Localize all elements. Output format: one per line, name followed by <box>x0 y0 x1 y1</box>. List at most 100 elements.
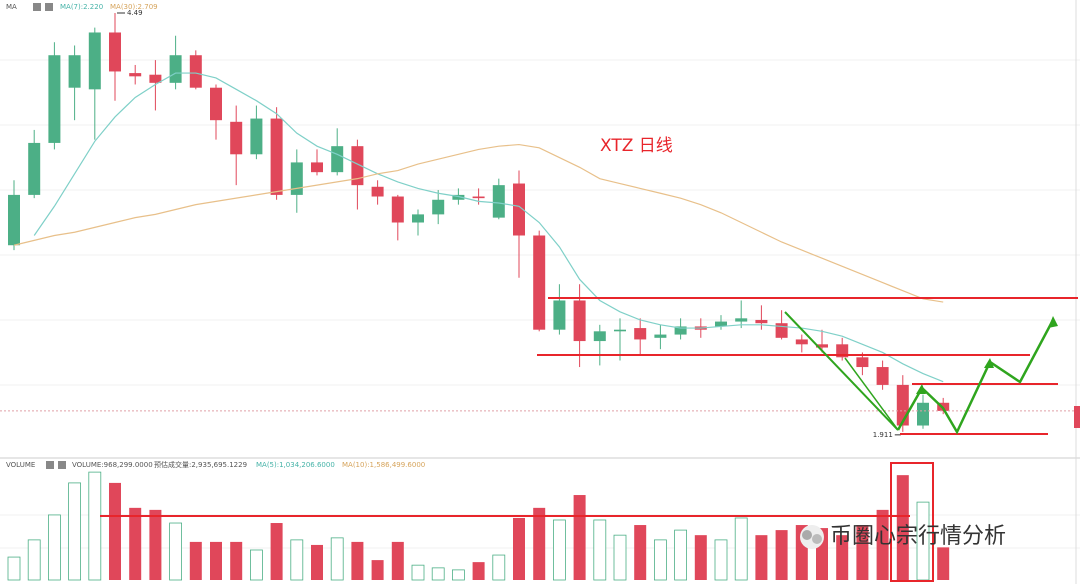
close-icon <box>58 461 66 469</box>
volume-bar <box>411 564 425 581</box>
high-label: 4.49 <box>127 9 143 17</box>
watermark: 币圈心宗行情分析 <box>830 524 1006 549</box>
volume-info: VOLUME:968,299.0000 <box>72 461 153 469</box>
volume-bar <box>613 534 627 581</box>
volume-bar <box>230 541 243 580</box>
candle-body <box>795 339 808 345</box>
candle-body <box>674 326 687 335</box>
candle-body <box>715 321 727 327</box>
indicator-label: MA <box>6 3 17 11</box>
close-icon <box>45 3 53 11</box>
volume-bar <box>492 554 506 581</box>
volume-bar <box>371 560 384 580</box>
candle-body <box>290 162 303 195</box>
candle-body <box>331 146 344 173</box>
candle-body <box>593 331 606 342</box>
candle-body <box>109 32 121 72</box>
candle-body <box>492 185 505 218</box>
candle-body <box>452 194 465 200</box>
volume-info: MA(5):1,034,206.6000 <box>256 461 335 469</box>
candle-body <box>270 118 283 195</box>
candle-body <box>472 196 485 199</box>
candle-body <box>351 146 364 186</box>
volume-info: MA(10):1,586,499.6000 <box>342 461 425 469</box>
volume-bar <box>7 556 21 581</box>
volume-bar <box>169 522 183 581</box>
volume-bar <box>27 539 41 581</box>
candle-body <box>8 194 20 246</box>
volume-bar <box>674 529 687 581</box>
candle-body <box>614 329 626 332</box>
ma-line <box>33 72 944 383</box>
candle-body <box>654 334 667 338</box>
candle-body <box>755 319 768 324</box>
candle-body <box>311 162 323 173</box>
ma30-label: MA(30):2.709 <box>110 3 158 11</box>
volume-bar <box>836 535 849 580</box>
candle-body <box>391 196 404 223</box>
volume-bar <box>937 547 950 580</box>
volume-bar <box>149 509 162 580</box>
volume-bar <box>694 535 707 580</box>
volume-bar <box>431 567 445 581</box>
volume-bar <box>351 541 364 580</box>
volume-bar <box>48 514 61 581</box>
candle-body <box>513 183 525 236</box>
settings-icon <box>33 3 41 11</box>
candle-body <box>169 55 182 83</box>
candle-body <box>917 402 929 426</box>
candle-body <box>412 214 424 223</box>
volume-bar <box>513 517 525 580</box>
ma7-label: MA(7):2.220 <box>60 3 103 11</box>
volume-bar <box>68 482 81 581</box>
candle-body <box>68 55 81 88</box>
volume-bar <box>553 519 566 581</box>
candle-body <box>553 300 566 330</box>
annotations <box>100 297 1078 582</box>
candle-body <box>371 186 384 197</box>
volume-bar <box>330 537 344 581</box>
candle-body <box>48 55 61 143</box>
candle-body <box>432 199 445 215</box>
volume-bar <box>775 530 788 580</box>
candle-body <box>210 87 222 121</box>
candle-body <box>129 73 142 77</box>
volume-bar <box>189 541 202 580</box>
volume-bar <box>249 549 263 581</box>
candle-body <box>533 235 546 330</box>
volume-bar <box>856 525 869 580</box>
candle-body <box>28 142 41 195</box>
candle-body <box>634 328 647 340</box>
price-flag <box>1074 406 1080 428</box>
candle-body <box>775 323 788 338</box>
plot: 4.49 1.911 <box>0 9 1074 581</box>
volume-bar <box>593 519 607 581</box>
volume-label: VOLUME <box>6 461 35 469</box>
volume-bar <box>533 507 546 580</box>
volume-bar <box>634 525 647 580</box>
volume-bar <box>654 539 667 581</box>
ma-line <box>13 143 944 303</box>
volume-bar <box>270 523 283 580</box>
candle-body <box>735 318 748 322</box>
volume-bar <box>129 507 142 580</box>
volume-bar <box>451 569 465 581</box>
volume-bar <box>896 475 909 580</box>
volume-bar <box>472 562 485 580</box>
candle-body <box>816 344 828 348</box>
volume-bar <box>876 509 889 580</box>
volume-bar <box>311 544 323 580</box>
volume-bar <box>290 539 304 581</box>
volume-bar <box>88 471 102 581</box>
low-label: 1.911 <box>873 431 893 439</box>
chart-title: XTZ 日线 <box>600 136 673 156</box>
settings-icon <box>46 461 54 469</box>
volume-bar <box>573 495 586 580</box>
candle-body <box>88 32 101 90</box>
candle-body <box>250 118 263 155</box>
volume-bar <box>391 541 404 580</box>
candle-body <box>189 55 202 88</box>
candle-body <box>149 74 162 83</box>
volume-bar <box>714 539 728 581</box>
